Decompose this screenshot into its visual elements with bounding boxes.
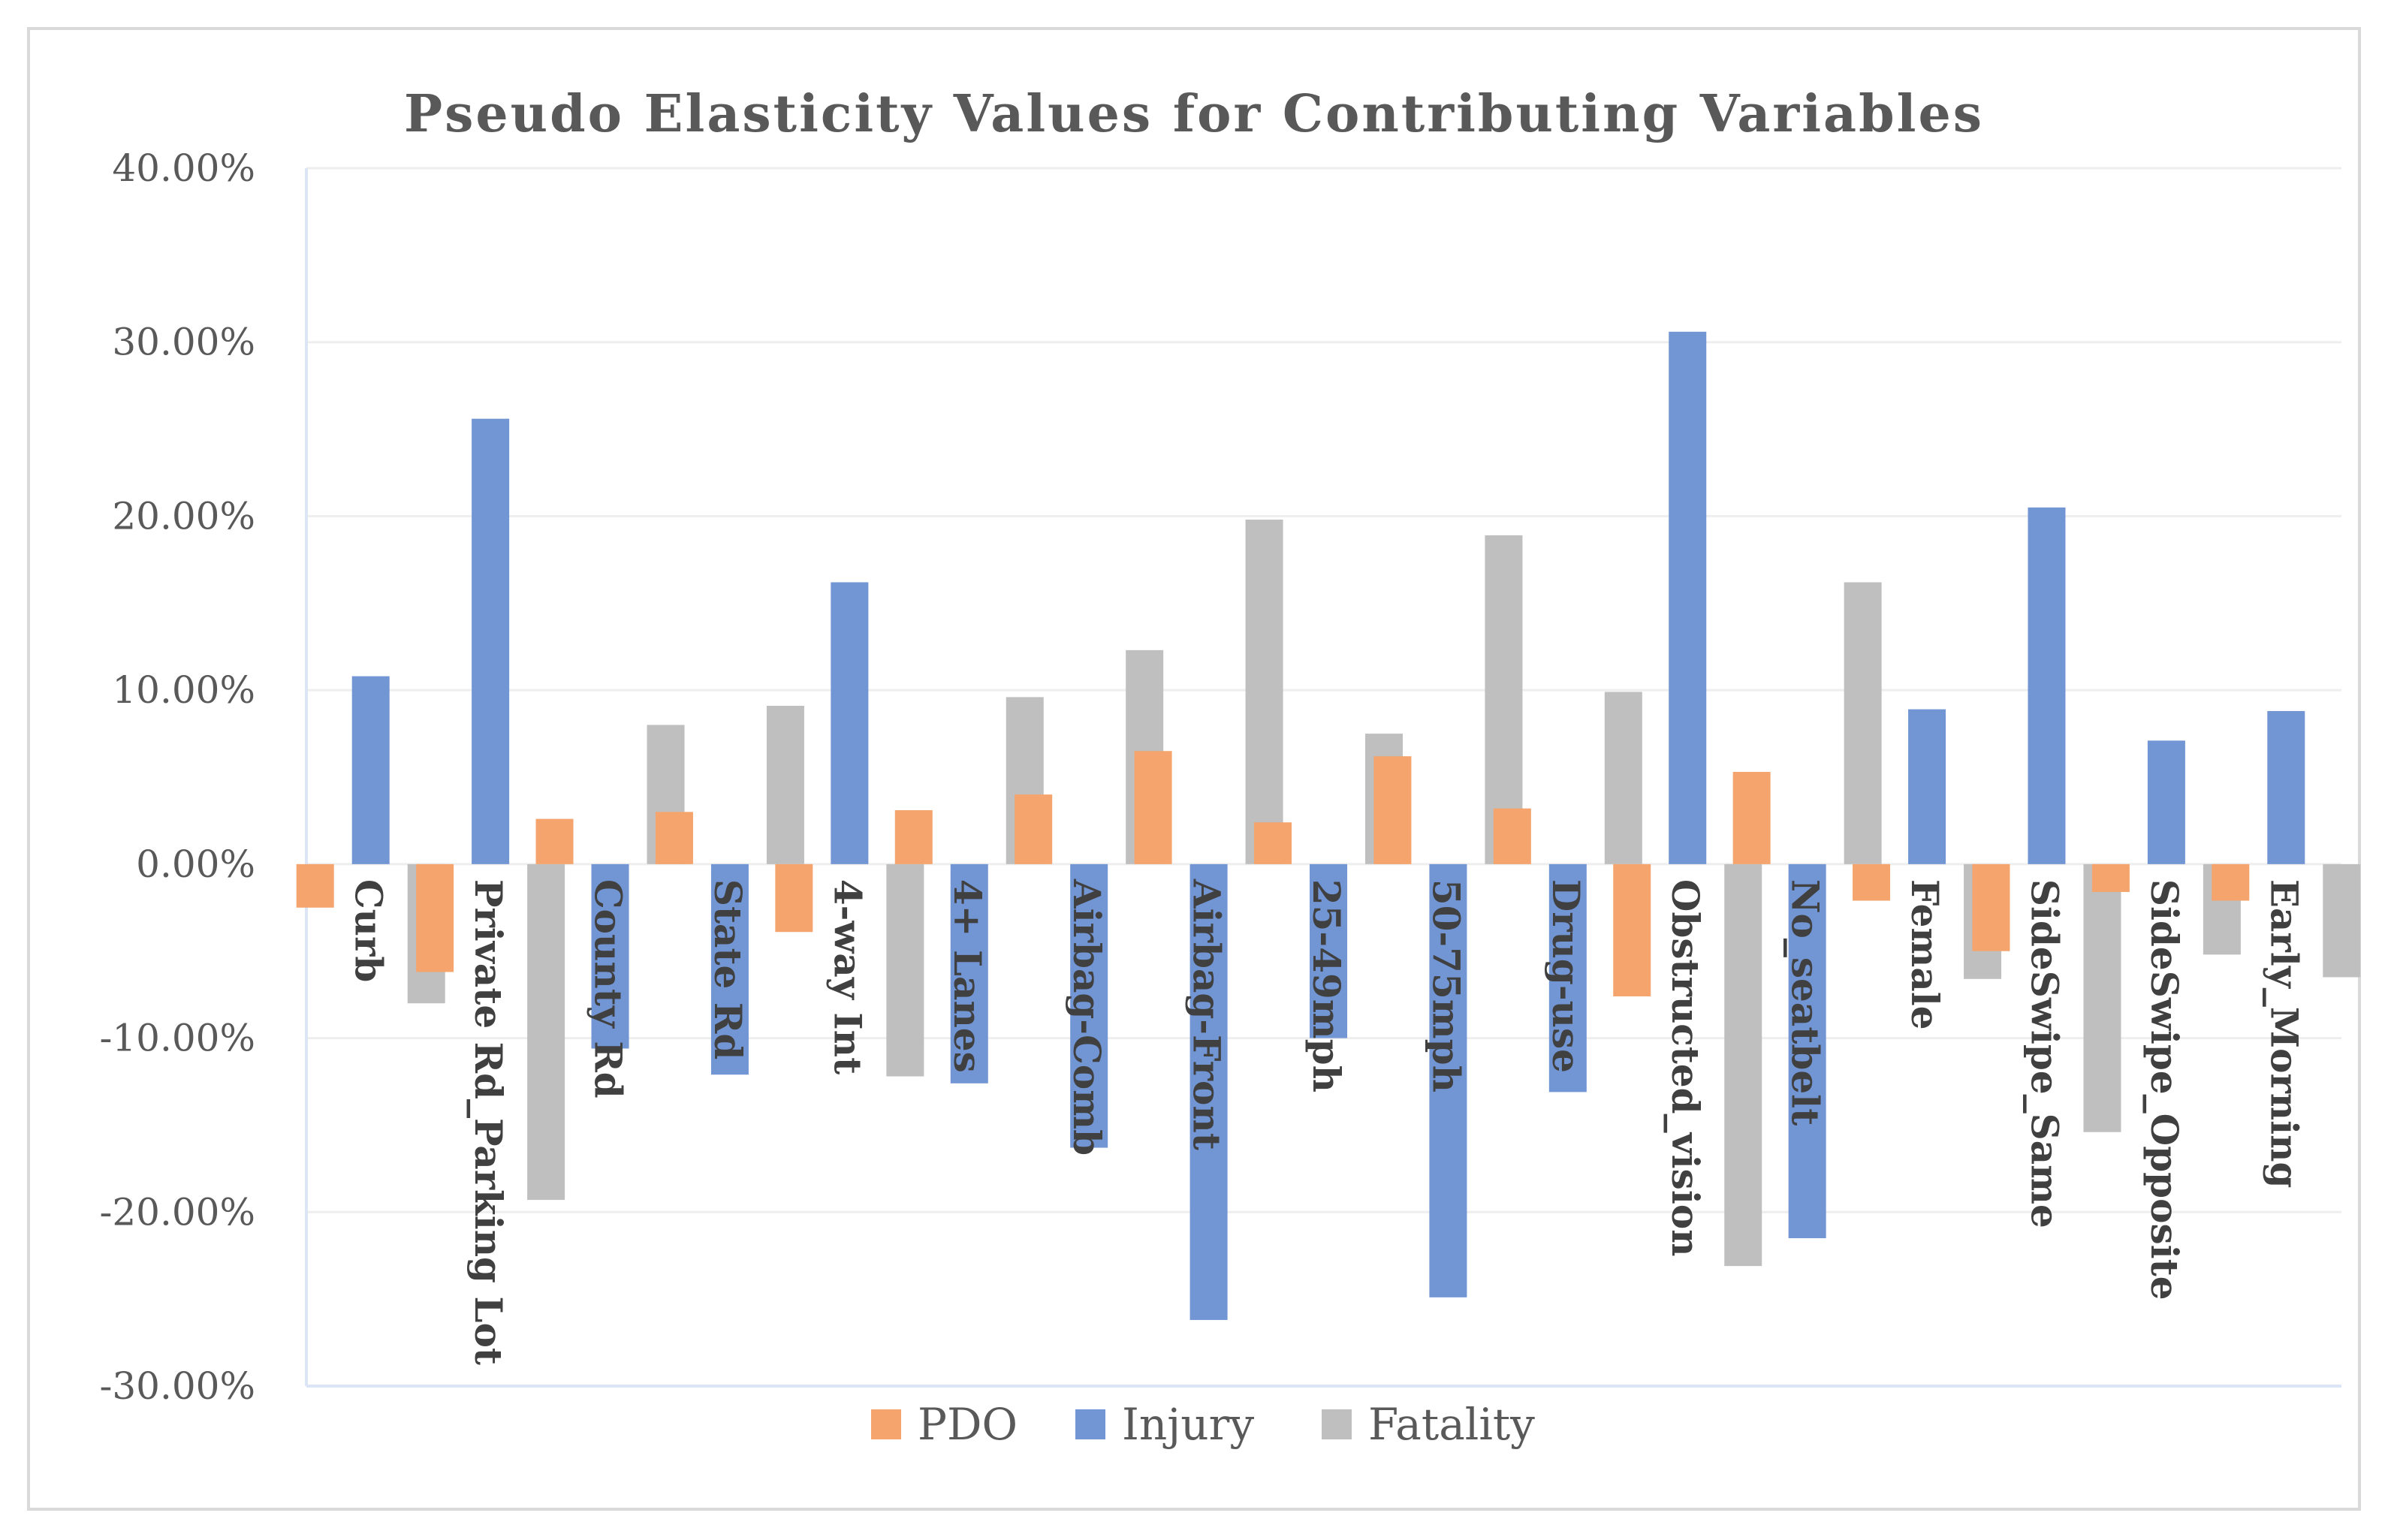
- bar-injury-airbag-front: [1189, 863, 1228, 1320]
- bar-pdo-airbag-comb: [1015, 794, 1053, 864]
- bar-injury-state-rd: [710, 863, 749, 1075]
- bar-pdo-private-rd-parking-lot: [416, 863, 454, 972]
- y-tick-label: 0.00%: [136, 842, 255, 886]
- y-tick-label: 10.00%: [112, 668, 255, 712]
- bar-injury-25-49mph: [1310, 863, 1347, 1038]
- chart-title: Pseudo Elasticity Values for Contributin…: [404, 84, 1984, 144]
- legend-label-fatality: Fatality: [1368, 1399, 1535, 1450]
- category-label: Female: [1903, 879, 1947, 1030]
- bar-pdo-state-rd: [655, 812, 693, 864]
- category-label: SideSwipe_Same: [2022, 879, 2067, 1228]
- bars: [296, 331, 2361, 1320]
- legend-swatch-injury: [1075, 1409, 1105, 1439]
- category-label: No_seatbelt: [1783, 879, 1828, 1126]
- category-label: Curb: [347, 879, 391, 982]
- bar-fatality-drug-use: [1604, 692, 1642, 864]
- category-label: Private Rd_Parking Lot: [466, 879, 511, 1365]
- axes: [305, 168, 2341, 1388]
- bar-pdo-county-rd: [535, 818, 574, 864]
- bar-injury-airbag-comb: [1070, 863, 1108, 1148]
- legend-swatch-pdo: [871, 1409, 901, 1439]
- legend-label-pdo: PDO: [918, 1399, 1018, 1450]
- legend-swatch-fatality: [1322, 1409, 1352, 1439]
- bar-injury-county-rd: [591, 863, 629, 1049]
- bar-pdo-drug-use: [1493, 808, 1531, 864]
- category-label: SideSwipe_Opposite: [2142, 879, 2187, 1300]
- category-label: Drug-use: [1544, 879, 1588, 1073]
- category-label: 25-49mph: [1304, 879, 1349, 1092]
- category-label: 50-75mph: [1424, 879, 1468, 1092]
- bar-injury-female: [1908, 709, 1946, 864]
- y-tick-label: 20.00%: [112, 494, 255, 538]
- y-axis-ticks: 40.00% 30.00% 20.00% 10.00% 0.00% -10.00% -20.…: [99, 146, 255, 1408]
- y-tick-label: 30.00%: [112, 321, 255, 364]
- bar-injury-curb: [351, 676, 390, 864]
- bar-pdo-early-morning: [2212, 863, 2250, 901]
- y-tick-label: 40.00%: [112, 146, 255, 190]
- bar-injury-private-rd-parking-lot: [472, 418, 510, 864]
- category-label: Early_Morning: [2262, 879, 2306, 1189]
- category-label: Airbag-Front: [1185, 878, 1229, 1150]
- bar-injury-sideswipe-same: [2028, 507, 2066, 864]
- bar-fatality-private-rd-parking-lot: [527, 863, 565, 1201]
- bar-injury-50-75mph: [1429, 863, 1467, 1297]
- bar-fatality-obstructed-vision: [1724, 863, 1762, 1267]
- bar-injury-no-seatbelt: [1788, 863, 1826, 1239]
- y-tick-label: -30.00%: [99, 1364, 255, 1408]
- bar-pdo-female: [1853, 863, 1891, 901]
- bar-fatality-sideswipe-same: [2083, 863, 2121, 1132]
- category-label: 4-way Int: [825, 879, 870, 1074]
- bar-pdo-4-lanes: [894, 810, 933, 864]
- bar-fatality-airbag-front: [1245, 520, 1283, 864]
- x-axis-categories: Curb Private Rd_Parking Lot County Rd State…: [347, 878, 2307, 1365]
- bar-pdo-obstructed-vision: [1613, 863, 1651, 996]
- bar-injury-early-morning: [2267, 710, 2305, 864]
- y-tick-label: -20.00%: [99, 1190, 255, 1234]
- category-label: 4+ Lanes: [945, 879, 990, 1073]
- category-label: County Rd: [586, 879, 631, 1098]
- legend-label-injury: Injury: [1122, 1399, 1254, 1450]
- bar-pdo-sideswipe-opposite: [2091, 863, 2130, 892]
- bar-fatality-early-morning: [2323, 863, 2361, 978]
- bar-pdo-50-75mph: [1373, 756, 1412, 864]
- bar-injury-4-way-int: [831, 582, 869, 864]
- bar-pdo-airbag-front: [1134, 751, 1172, 864]
- bar-injury-sideswipe-opposite: [2147, 740, 2185, 864]
- category-label: State Rd: [706, 879, 750, 1059]
- bar-fatality-state-rd: [766, 705, 804, 864]
- bar-injury-4-lanes: [950, 863, 988, 1083]
- category-label: Airbag-Comb: [1065, 878, 1109, 1156]
- y-tick-label: -10.00%: [99, 1017, 255, 1060]
- bar-pdo-4-way-int: [775, 863, 813, 933]
- legend: PDO Injury Fatality: [871, 1399, 1535, 1450]
- bar-fatality-no-seatbelt: [1844, 582, 1882, 864]
- bar-pdo-no-seatbelt: [1732, 772, 1771, 864]
- bar-fatality-4-way-int: [886, 863, 924, 1077]
- bar-injury-drug-use: [1548, 863, 1587, 1092]
- bar-pdo-curb: [296, 863, 334, 908]
- category-label: Obstructed_vision: [1663, 879, 1708, 1257]
- bar-injury-obstructed-vision: [1669, 331, 1707, 864]
- bar-pdo-sideswipe-same: [1972, 863, 2010, 951]
- bar-pdo-25-49mph: [1254, 822, 1292, 864]
